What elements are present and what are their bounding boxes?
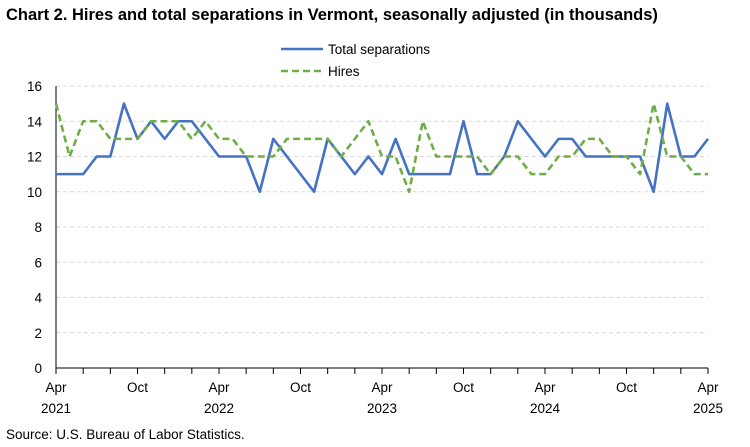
legend: Total separations Hires — [281, 42, 430, 79]
chart-title: Chart 2. Hires and total separations in … — [6, 6, 658, 24]
source-note: Source: U.S. Bureau of Labor Statistics. — [6, 427, 245, 442]
legend-label: Hires — [328, 64, 360, 79]
y-tick-label: 0 — [34, 361, 42, 376]
x-tick-label: Apr — [534, 380, 556, 395]
x-tick-year-label: 2024 — [530, 401, 561, 416]
x-tick-year-label: 2025 — [693, 401, 723, 416]
y-tick-label: 4 — [34, 291, 42, 306]
x-tick-year-label: 2023 — [367, 401, 397, 416]
series-lines — [54, 102, 710, 194]
y-tick-label: 14 — [27, 114, 43, 129]
x-tick-label: Oct — [290, 380, 311, 395]
gridlines — [56, 85, 708, 334]
y-tick-label: 16 — [27, 79, 42, 94]
series-line-hires — [54, 102, 708, 194]
x-tick-year-label: 2022 — [204, 401, 234, 416]
legend-label: Total separations — [328, 42, 430, 57]
x-tick-label: Apr — [208, 380, 230, 395]
y-tick-label: 8 — [34, 220, 42, 235]
x-tick-label: Apr — [45, 380, 67, 395]
y-tick-label: 2 — [34, 326, 42, 341]
x-tick-year-label: 2021 — [41, 401, 71, 416]
x-tick-label: Apr — [697, 380, 719, 395]
x-tick-label: Oct — [616, 380, 637, 395]
y-tick-label: 12 — [27, 150, 42, 165]
x-tick-label: Apr — [371, 380, 393, 395]
y-tick-label: 6 — [34, 255, 42, 270]
y-tick-label: 10 — [27, 185, 42, 200]
series-line-total-separations — [56, 102, 710, 194]
x-tick-label: Oct — [127, 380, 148, 395]
x-tick-label: Oct — [453, 380, 474, 395]
axes: 0 2 4 6 8 10 12 14 16 Apr 2021 Oct Apr 2022 Oct Apr 2023… — [27, 79, 723, 416]
